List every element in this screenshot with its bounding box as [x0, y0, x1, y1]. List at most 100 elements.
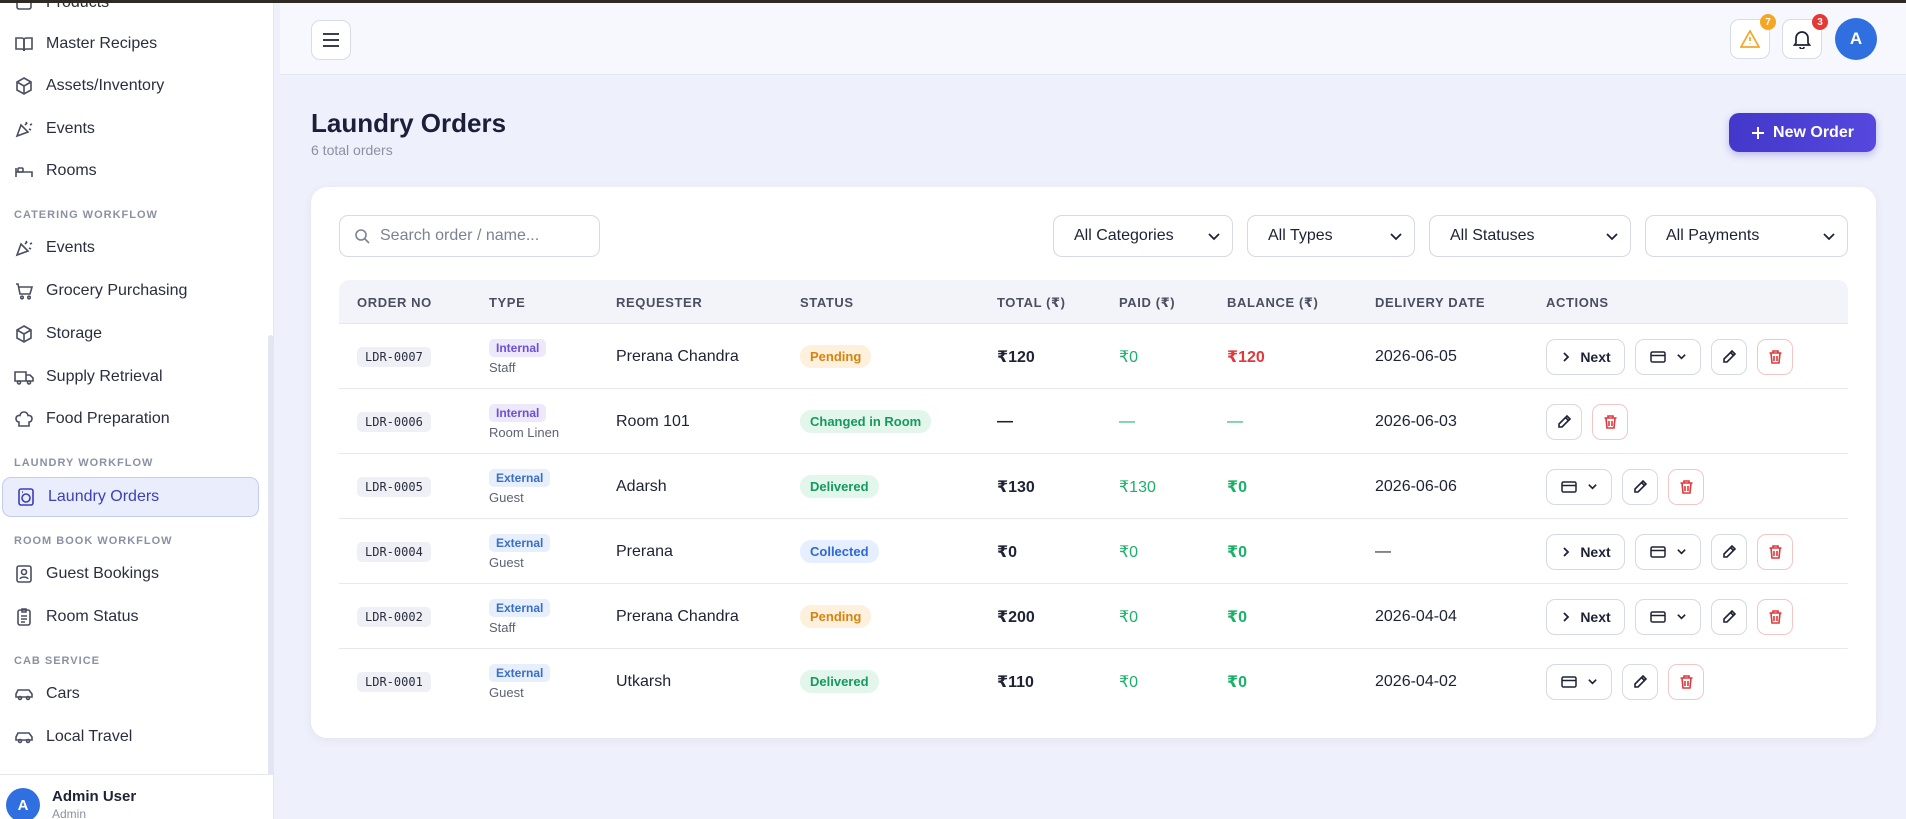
- category-select[interactable]: All Categories: [1053, 215, 1233, 257]
- column-header[interactable]: TYPE: [489, 295, 526, 310]
- new-order-button[interactable]: New Order: [1729, 113, 1876, 152]
- row-actions: Next: [1546, 519, 1793, 584]
- user-name: Admin User: [52, 788, 137, 805]
- type-subtype: Guest: [489, 489, 524, 505]
- search-icon: [355, 229, 370, 244]
- delete-button[interactable]: [1592, 403, 1628, 440]
- sidebar-item-label: Storage: [46, 325, 103, 342]
- column-header[interactable]: TOTAL (₹): [997, 295, 1066, 310]
- alerts-button[interactable]: 7: [1730, 14, 1776, 59]
- payment-menu-button[interactable]: [1546, 468, 1612, 505]
- sidebar-item-master-recipes[interactable]: Master Recipes: [0, 24, 262, 64]
- edit-button[interactable]: [1546, 403, 1582, 440]
- column-header[interactable]: PAID (₹): [1119, 295, 1176, 310]
- delivery-date: 2026-06-05: [1375, 347, 1457, 365]
- column-header[interactable]: DELIVERY DATE: [1375, 295, 1486, 310]
- search-input[interactable]: [380, 227, 580, 245]
- credit-card-icon: [1649, 350, 1666, 363]
- pencil-icon: [1723, 609, 1737, 623]
- total-amount: —: [997, 412, 1013, 430]
- sidebar-item-events[interactable]: Events: [0, 109, 262, 149]
- menu-toggle-button[interactable]: [311, 20, 351, 60]
- user-profile[interactable]: A Admin User Admin: [0, 774, 273, 819]
- bell-icon: [1793, 31, 1811, 49]
- payment-menu-button[interactable]: [1635, 533, 1701, 570]
- payment-menu-button[interactable]: [1635, 338, 1701, 375]
- payment-select[interactable]: All Payments: [1645, 215, 1848, 257]
- edit-button[interactable]: [1622, 468, 1658, 505]
- credit-card-icon: [1560, 480, 1577, 493]
- avatar[interactable]: A: [1835, 18, 1877, 60]
- sidebar-item-laundry-orders[interactable]: Laundry Orders: [2, 477, 259, 517]
- chevron-down-icon: [1587, 484, 1597, 490]
- next-step-button[interactable]: Next: [1546, 598, 1625, 635]
- requester: Utkarsh: [616, 672, 672, 690]
- delete-button[interactable]: [1668, 663, 1704, 700]
- balance-amount: ₹0: [1227, 608, 1248, 626]
- delete-button[interactable]: [1757, 598, 1793, 635]
- order-no-cell: LDR-0007: [357, 324, 431, 389]
- edit-button[interactable]: [1711, 598, 1747, 635]
- order-no-cell: LDR-0004: [357, 519, 431, 584]
- column-header[interactable]: STATUS: [800, 295, 854, 310]
- next-step-button[interactable]: Next: [1546, 533, 1625, 570]
- type-cell: External Guest: [489, 649, 551, 714]
- sidebar-item-label: Master Recipes: [46, 35, 158, 52]
- next-step-button[interactable]: Next: [1546, 338, 1625, 375]
- delete-button[interactable]: [1757, 533, 1793, 570]
- sidebar-item-label: Cars: [46, 685, 80, 702]
- type-subtype: Staff: [489, 619, 516, 635]
- total-amount: ₹110: [997, 673, 1034, 691]
- status-cell: Pending: [800, 584, 872, 649]
- table-row: LDR-0004 External Guest Prerana Collected ₹0 ₹…: [339, 518, 1848, 583]
- sidebar-item-rooms[interactable]: Rooms: [0, 151, 262, 191]
- avatar: A: [6, 788, 40, 819]
- order-no: LDR-0005: [357, 476, 431, 497]
- search-box[interactable]: [339, 215, 600, 257]
- order-no: LDR-0002: [357, 606, 431, 627]
- sidebar-item-label: Room Status: [46, 608, 139, 625]
- balance-amount: ₹0: [1227, 478, 1248, 496]
- sidebar-scrollbar[interactable]: [268, 335, 273, 819]
- table-row: LDR-0006 Internal Room Linen Room 101 Change…: [339, 388, 1848, 453]
- delete-button[interactable]: [1757, 338, 1793, 375]
- sidebar-item-label: Assets/Inventory: [46, 77, 165, 94]
- sidebar-item-products[interactable]: Products: [0, 0, 262, 23]
- cart-icon: [14, 281, 34, 301]
- payment-select-value: All Payments: [1666, 227, 1760, 244]
- order-no: LDR-0007: [357, 346, 431, 367]
- payment-menu-button[interactable]: [1635, 598, 1701, 635]
- payment-menu-button[interactable]: [1546, 663, 1612, 700]
- status-cell: Delivered: [800, 649, 879, 714]
- column-header[interactable]: ORDER NO: [357, 295, 432, 310]
- edit-button[interactable]: [1622, 663, 1658, 700]
- row-actions: Next: [1546, 584, 1793, 649]
- delete-button[interactable]: [1668, 468, 1704, 505]
- edit-button[interactable]: [1711, 338, 1747, 375]
- orders-card: All Categories All Types All Statuses Al…: [311, 187, 1876, 738]
- sidebar-item-room-status[interactable]: Room Status: [0, 597, 262, 637]
- sidebar-item-local-travel[interactable]: Local Travel: [0, 717, 262, 757]
- column-header[interactable]: REQUESTER: [616, 295, 703, 310]
- sidebar-item-supply-retrieval[interactable]: Supply Retrieval: [0, 357, 262, 397]
- sidebar-item-assets[interactable]: Assets/Inventory: [0, 66, 262, 106]
- status-select[interactable]: All Statuses: [1429, 215, 1631, 257]
- sidebar-item-catering-events[interactable]: Events: [0, 228, 262, 268]
- sidebar-item-label: Guest Bookings: [46, 565, 159, 582]
- sidebar-item-storage[interactable]: Storage: [0, 314, 262, 354]
- sidebar-item-guest-bookings[interactable]: Guest Bookings: [0, 554, 262, 594]
- requester: Prerana: [616, 542, 673, 560]
- type-select[interactable]: All Types: [1247, 215, 1415, 257]
- sidebar-item-food-prep[interactable]: Food Preparation: [0, 399, 262, 439]
- sidebar-item-label: Events: [46, 239, 95, 256]
- sidebar-item-grocery[interactable]: Grocery Purchasing: [0, 271, 262, 311]
- requester: Adarsh: [616, 477, 667, 495]
- hamburger-icon: [323, 33, 339, 47]
- column-header[interactable]: BALANCE (₹): [1227, 295, 1319, 310]
- edit-button[interactable]: [1711, 533, 1747, 570]
- sidebar-item-cars[interactable]: Cars: [0, 674, 262, 714]
- book-icon: [14, 34, 34, 54]
- order-no-cell: LDR-0006: [357, 389, 431, 454]
- pencil-icon: [1558, 414, 1572, 428]
- notifications-button[interactable]: 3: [1782, 14, 1828, 59]
